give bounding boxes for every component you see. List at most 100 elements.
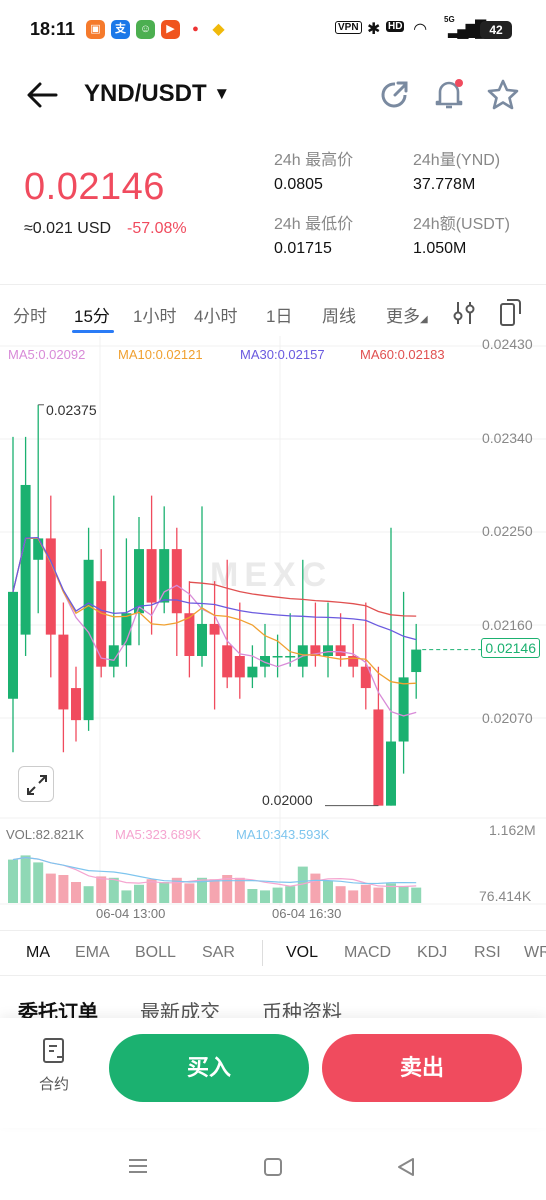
- kline-chart[interactable]: MEXC MA5:0.02092 MA10:0.02121 MA30:0.021…: [0, 336, 546, 926]
- vol-ma10-line: [12, 856, 417, 885]
- volume-bar: [108, 877, 119, 903]
- candle-body: [96, 581, 107, 667]
- contract-icon: [43, 1038, 64, 1063]
- volume-bar: [272, 887, 283, 903]
- current-price-tag: 0.02146: [481, 638, 540, 658]
- tf-week[interactable]: 周线: [322, 307, 356, 326]
- price-change: -57.08%: [127, 220, 187, 237]
- volume-bar: [360, 884, 371, 903]
- share-icon[interactable]: [378, 78, 412, 112]
- candle-body: [335, 645, 346, 656]
- volume-bar: [121, 890, 132, 903]
- price-axis-label: 0.02070: [482, 710, 533, 726]
- volume-bar: [386, 883, 396, 903]
- candle-body: [121, 613, 132, 646]
- ind-rsi[interactable]: RSI: [474, 944, 501, 961]
- ind-macd[interactable]: MACD: [344, 944, 392, 961]
- battery-icon: 42: [480, 21, 512, 39]
- volume-bar: [234, 877, 245, 903]
- contract-button[interactable]: 合约: [30, 1036, 78, 1096]
- volume-bar: [197, 877, 207, 903]
- candle-body: [20, 484, 31, 635]
- volume-bar: [83, 886, 94, 903]
- tf-4h[interactable]: 4小时: [194, 307, 238, 326]
- candle-body: [234, 656, 245, 678]
- tf-timeline[interactable]: 分时: [13, 307, 47, 326]
- ma60-legend: MA60:0.02183: [360, 347, 445, 362]
- vol-legend: VOL:82.821K: [6, 827, 85, 842]
- active-tab-indicator: [72, 330, 114, 333]
- amount-value: 1.050M: [413, 240, 467, 257]
- signal-icon: ▂▄▆█: [448, 21, 486, 38]
- tf-1d[interactable]: 1日: [266, 307, 293, 326]
- ma10-legend: MA10:0.02121: [118, 347, 203, 362]
- video-app-icon: ▶: [161, 20, 180, 39]
- back-nav-icon[interactable]: [394, 1156, 418, 1178]
- candle-body: [247, 666, 258, 678]
- low-mark-label: 0.02000: [262, 792, 313, 808]
- candle-body: [386, 741, 396, 806]
- volume-bar: [310, 873, 321, 903]
- system-nav-bar: [0, 1134, 546, 1200]
- volume-bar: [323, 880, 333, 903]
- volume-bar: [134, 884, 144, 903]
- candle-body: [398, 677, 409, 742]
- back-arrow-icon[interactable]: [24, 80, 60, 110]
- volume-bar: [260, 890, 270, 903]
- sell-button[interactable]: 卖出: [322, 1034, 522, 1102]
- volume-bar: [285, 886, 296, 903]
- candle-body: [272, 656, 283, 658]
- candle-body: [58, 634, 69, 710]
- volume-bar: [247, 889, 258, 903]
- ind-ma[interactable]: MA: [26, 944, 50, 961]
- fullscreen-button[interactable]: [18, 766, 54, 802]
- candle-body: [411, 649, 422, 673]
- network-5g-label: 5G: [444, 15, 455, 24]
- kline-svg[interactable]: MEXC: [0, 336, 546, 926]
- tf-1h[interactable]: 1小时: [133, 307, 177, 326]
- candle-body: [197, 623, 207, 656]
- volume-bar: [8, 859, 18, 903]
- candle-body: [71, 688, 81, 721]
- favorite-star-icon[interactable]: [486, 78, 520, 112]
- ind-boll[interactable]: BOLL: [135, 944, 176, 961]
- indicator-settings-icon[interactable]: [452, 300, 476, 326]
- high-mark-label: 0.02375: [46, 402, 97, 418]
- volume-bar: [96, 876, 107, 903]
- alipay-icon: 支: [111, 20, 130, 39]
- last-price: 0.02146: [24, 166, 165, 208]
- ma30-line: [12, 536, 417, 641]
- alert-bell-icon[interactable]: [432, 76, 466, 112]
- rotate-screen-icon[interactable]: [497, 298, 523, 328]
- tf-15m[interactable]: 15分: [74, 307, 110, 326]
- low-value: 0.01715: [274, 240, 332, 257]
- buy-button[interactable]: 买入: [109, 1034, 309, 1102]
- hd-icon: HD: [386, 21, 405, 32]
- ma60-line: [189, 581, 417, 617]
- home-icon[interactable]: [262, 1156, 284, 1178]
- pair-selector[interactable]: YND/USDT ▼: [84, 80, 230, 108]
- ind-wr[interactable]: WR: [524, 944, 546, 961]
- price-axis-label: 0.02430: [482, 336, 533, 352]
- vol-axis-bottom: 76.414K: [479, 888, 532, 904]
- low-label: 24h 最低价: [274, 216, 354, 233]
- amount-label: 24h额(USDT): [413, 216, 510, 233]
- vol-ma5-legend: MA5:323.689K: [115, 827, 202, 842]
- vpn-icon: VPN: [335, 21, 362, 34]
- ind-vol[interactable]: VOL: [286, 944, 319, 961]
- watermark-text: MEXC: [210, 556, 332, 594]
- wechat-icon: ☺: [136, 20, 155, 39]
- menu-icon[interactable]: [126, 1156, 150, 1176]
- price-axis-label: 0.02250: [482, 523, 533, 539]
- tf-more[interactable]: 更多◢: [386, 302, 428, 327]
- candle-body: [360, 666, 371, 689]
- ind-ema[interactable]: EMA: [75, 944, 110, 961]
- ind-kdj[interactable]: KDJ: [417, 944, 448, 961]
- ma30-legend: MA30:0.02157: [240, 347, 325, 362]
- time-axis-label: 06-04 13:00: [96, 906, 166, 921]
- more-caret-icon: ◢: [420, 314, 428, 325]
- high-value: 0.0805: [274, 176, 323, 193]
- volume-bar: [184, 883, 195, 903]
- ind-sar[interactable]: SAR: [202, 944, 235, 961]
- caret-down-icon: ▼: [213, 84, 231, 103]
